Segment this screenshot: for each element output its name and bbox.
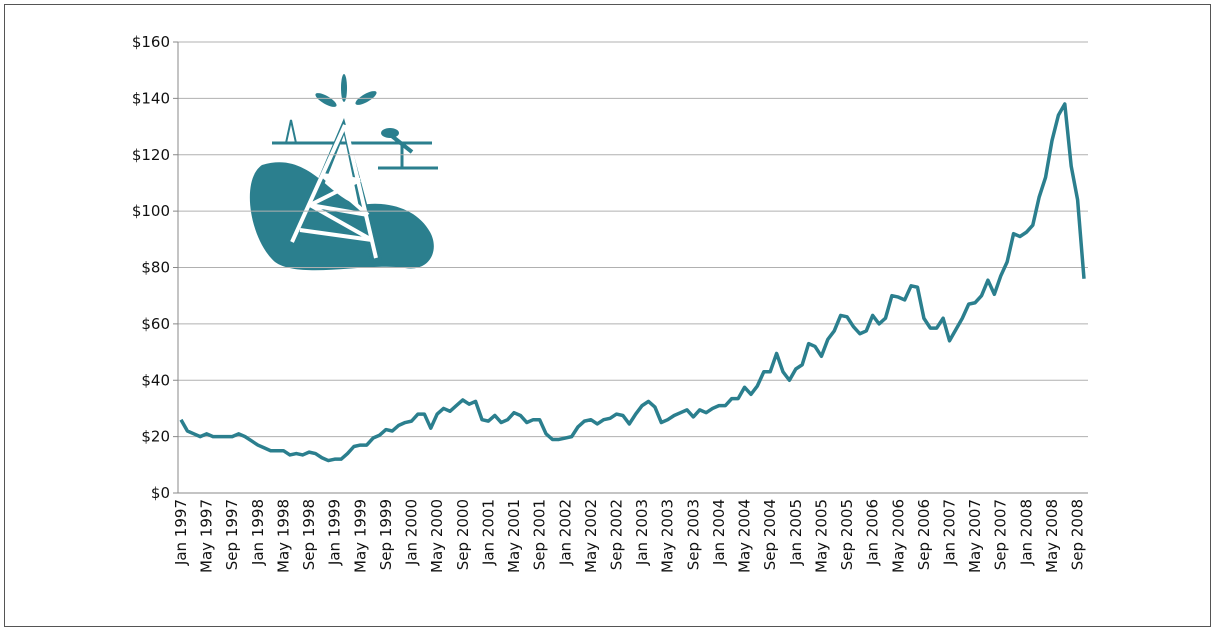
x-tick-label: Sep 1999 (377, 499, 395, 570)
x-tick-label: Sep 2005 (838, 499, 856, 570)
y-tick-label: $20 (141, 428, 170, 446)
x-tick-label: Sep 2004 (761, 499, 779, 570)
x-tick-label: Sep 2003 (684, 499, 702, 570)
x-tick-label: Sep 2001 (531, 499, 549, 570)
x-tick-label: Jan 1997 (172, 499, 190, 566)
y-tick-label: $140 (132, 89, 170, 107)
y-tick-label: $40 (141, 371, 170, 389)
x-tick-label: Sep 2006 (915, 499, 933, 570)
x-tick-label: Jan 2000 (403, 499, 421, 566)
y-tick-label: $0 (151, 484, 170, 502)
x-tick-label: Sep 2000 (454, 499, 472, 570)
x-tick-label: Jan 2002 (556, 499, 574, 566)
x-tick-label: May 2001 (505, 499, 523, 573)
x-tick-label: Sep 2008 (1069, 499, 1087, 570)
x-tick-label: May 2006 (889, 499, 907, 573)
x-tick-label: Sep 1998 (300, 499, 318, 570)
x-tick-label: May 2004 (736, 499, 754, 573)
page: {"chart_data": {"type": "line", "categor… (0, 0, 1215, 631)
y-tick-label: $60 (141, 315, 170, 333)
x-tick-label: May 2002 (582, 499, 600, 573)
y-tick-label: $80 (141, 259, 170, 277)
x-tick-label: Jan 2005 (787, 499, 805, 566)
x-tick-label: May 2008 (1043, 499, 1061, 573)
x-tick-label: Jan 2008 (1017, 499, 1035, 566)
y-tick-label: $120 (132, 146, 170, 164)
x-tick-label: Sep 2007 (992, 499, 1010, 570)
y-tick-label: $100 (132, 202, 170, 220)
x-tick-label: May 1998 (274, 499, 292, 573)
price-line (181, 104, 1084, 461)
x-tick-label: May 2007 (966, 499, 984, 573)
y-tick-label: $160 (132, 33, 170, 51)
x-tick-label: Jan 1999 (326, 499, 344, 566)
x-tick-label: Jan 1998 (249, 499, 267, 566)
x-tick-label: May 2005 (812, 499, 830, 573)
x-tick-label: Sep 1997 (223, 499, 241, 570)
x-tick-label: May 2003 (659, 499, 677, 573)
x-tick-label: Jan 2001 (479, 499, 497, 566)
x-tick-label: May 1999 (351, 499, 369, 573)
x-tick-label: Jan 2003 (633, 499, 651, 566)
chart: $0 $20 $40 $60 $80 $100 $120 $140 $160 Jan 1997 Ma… (0, 0, 1215, 631)
oil-derrick-logo (250, 74, 438, 270)
x-tick-label: Jan 2004 (710, 499, 728, 566)
x-tick-label: May 2000 (428, 499, 446, 573)
x-tick-label: Sep 2002 (607, 499, 625, 570)
x-tick-label: Jan 2007 (941, 499, 959, 566)
x-tick-label: May 1997 (198, 499, 216, 573)
x-tick-label: Jan 2006 (864, 499, 882, 566)
